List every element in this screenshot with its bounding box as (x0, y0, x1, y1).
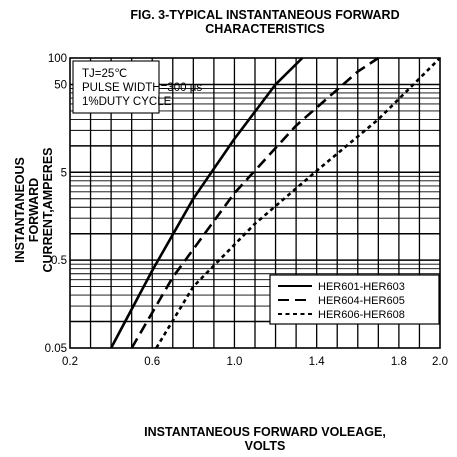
legend-label: HER606-HER608 (318, 309, 405, 321)
condition-text: PULSE WIDTH=300 μs (82, 82, 202, 94)
x-tick-label: 1.4 (309, 356, 326, 368)
x-tick-label: 1.8 (391, 356, 407, 368)
series-line (130, 56, 380, 349)
series-line (109, 57, 304, 349)
x-tick-label: 2.0 (432, 356, 448, 368)
condition-text: 1%DUTY CYCLE (82, 96, 172, 108)
y-tick-label: 100 (48, 53, 67, 65)
x-axis-label-line-2: VOLTS (244, 439, 286, 453)
x-tick-label: 1.0 (226, 356, 242, 368)
y-tick-label: 0.05 (45, 343, 67, 355)
y-tick-label: 50 (54, 79, 67, 91)
chart-title: FIG. 3-TYPICAL INSTANTANEOUS FORWARD CHA… (70, 8, 457, 36)
y-tick-label: 5 (61, 167, 67, 179)
plot-frame (69, 57, 441, 349)
x-axis-label-line-1: INSTANTANEOUS FORWARD VOLEAGE, (144, 425, 386, 439)
condition-text: TJ=25℃ (82, 68, 127, 80)
x-axis-label: INSTANTANEOUS FORWARD VOLEAGE, VOLTS (100, 425, 430, 453)
conditions-box (72, 60, 160, 114)
x-tick-label: 0.6 (144, 356, 160, 368)
chart-title-line-1: FIG. 3-TYPICAL INSTANTANEOUS FORWARD (130, 8, 400, 22)
y-tick-label: 0.5 (51, 255, 67, 267)
x-tick-label: 0.2 (62, 356, 78, 368)
legend-label: HER601-HER603 (318, 281, 405, 293)
legend-label: HER604-HER605 (318, 295, 405, 307)
chart-title-line-2: CHARACTERISTICS (205, 22, 325, 36)
